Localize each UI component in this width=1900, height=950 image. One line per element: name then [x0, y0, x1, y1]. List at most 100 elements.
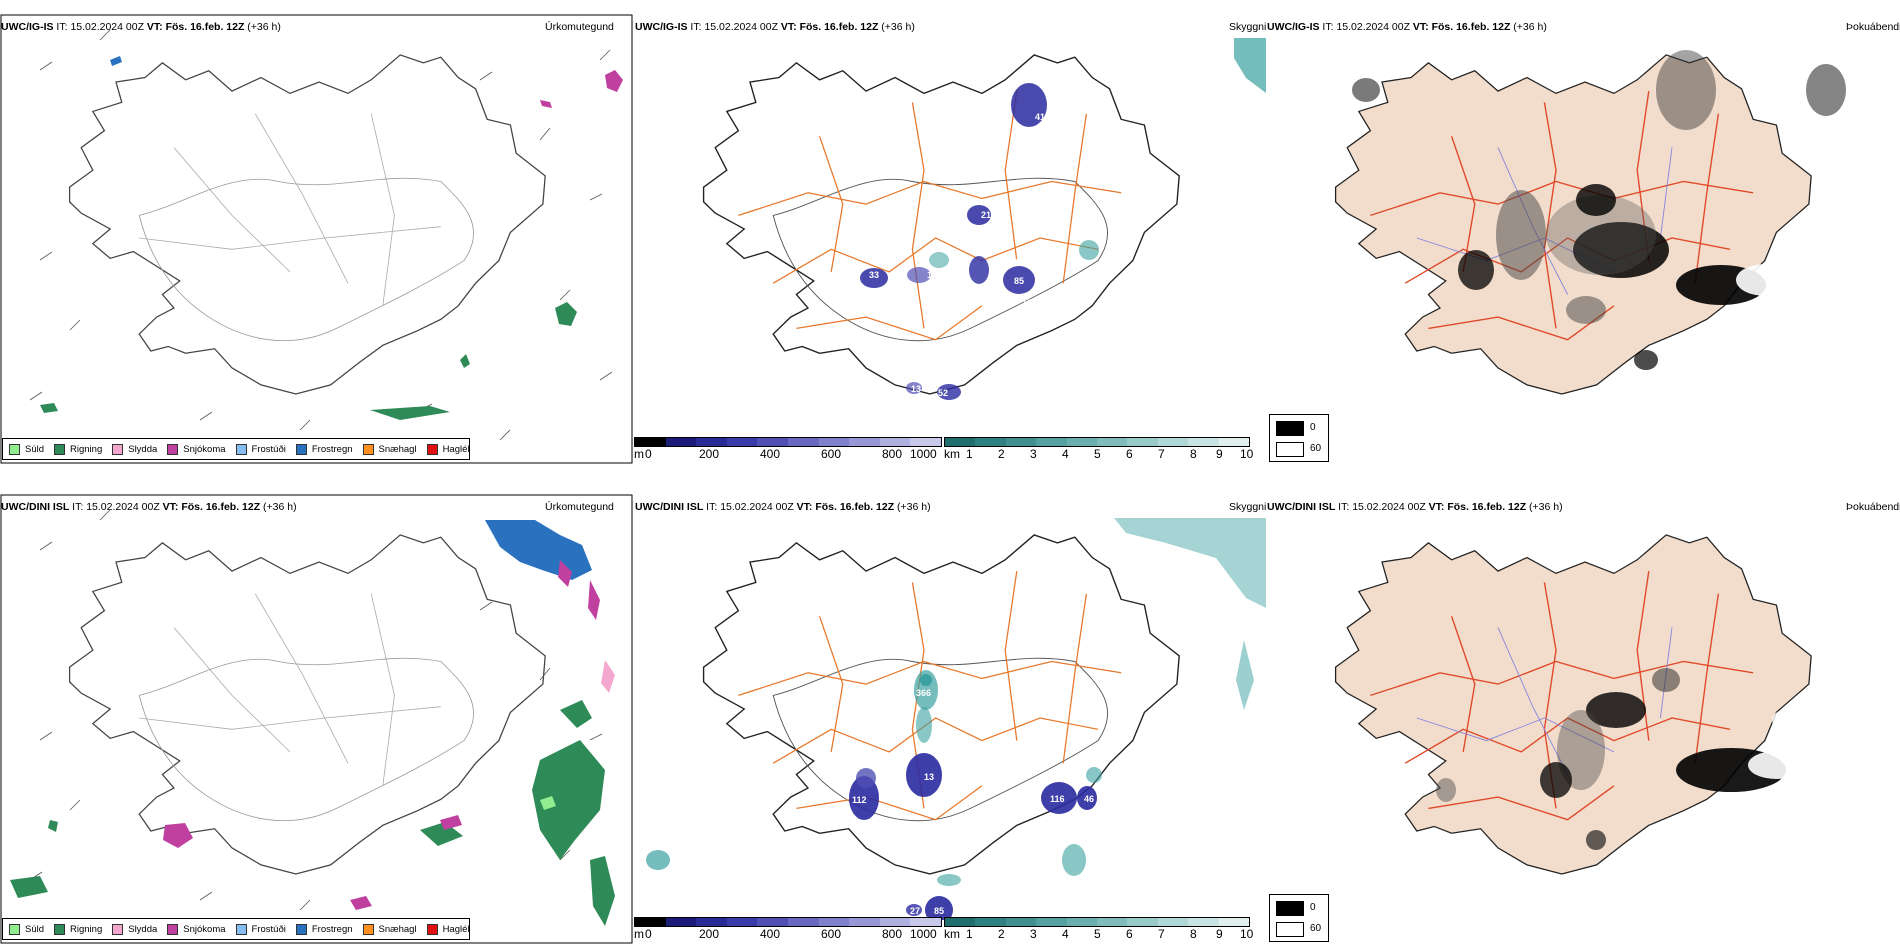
colorbar-tick: 1000 [910, 927, 937, 941]
colorbar-tick: 1 [966, 927, 973, 941]
colorbar-tick: 6 [1126, 447, 1133, 461]
legend-swatch [295, 443, 307, 455]
legend-swatch [1276, 442, 1304, 457]
precip-type-panel-bottom: UWC/DINI ISL IT: 15.02.2024 00Z VT: Fös.… [0, 480, 634, 950]
legend-item: Snjókoma [167, 923, 226, 935]
legend-label: 0 [1310, 902, 1316, 913]
legend-label: 60 [1310, 923, 1322, 934]
colorbar-tick: 600 [821, 927, 842, 941]
legend-item: Frostregn [295, 923, 353, 935]
colorbar-tick: 3 [1030, 447, 1037, 461]
legend-swatch [426, 443, 438, 455]
legend-item: Súld [9, 443, 44, 455]
colorbar-tick: 7 [1158, 927, 1165, 941]
variable-label: Þokuábendi [1846, 21, 1900, 33]
colorbar-tick: 9 [1216, 927, 1223, 941]
panel-title: UWC/IG-IS IT: 15.02.2024 00Z VT: Fös. 16… [1, 21, 281, 33]
legend-swatch [9, 443, 20, 455]
panel-title: UWC/DINI ISL IT: 15.02.2024 00Z VT: Fös.… [635, 501, 931, 513]
colorbar-tick: 800 [882, 447, 903, 461]
legend-swatch [112, 923, 124, 935]
colorbar-tick: 1 [966, 447, 973, 461]
colorbar-tick: 7 [1158, 447, 1165, 461]
legend-item: Snæhagl [362, 443, 417, 455]
vis-label: 46 [1084, 794, 1094, 804]
legend-swatch [167, 923, 179, 935]
vis-label: 33 [869, 270, 879, 280]
visibility-m-colorbar: m 0 200 400 600 800 1000 [634, 437, 942, 461]
colorbar-tick: 800 [882, 927, 903, 941]
fog-legend: 0 60 [1269, 894, 1329, 942]
legend-item: Frostregn [295, 443, 353, 455]
precip-type-legend: Súld Rigning Slydda Snjókoma Frostúði Fr… [2, 918, 470, 940]
visibility-map: 366 112 116 46 27 85 88 13 [646, 518, 1266, 920]
precip-areas [40, 56, 623, 456]
colorbar-tick: 10 [1240, 927, 1254, 941]
colorbar-tick: 4 [1062, 927, 1069, 941]
vis-label: 88 [944, 886, 954, 896]
legend-swatch [235, 443, 247, 455]
precip-areas [10, 520, 615, 926]
colorbar-tick: 1000 [910, 447, 937, 461]
legend-item: Haglél [426, 443, 470, 455]
legend-swatch [235, 923, 247, 935]
vis-label: 41 [1035, 112, 1045, 122]
vis-label: 27 [910, 906, 920, 916]
precip-type-legend: Súld Rigning Slydda Snjókoma Frostúði Fr… [2, 438, 470, 460]
colorbar-strip [944, 917, 1250, 927]
colorbar-unit: m [634, 447, 644, 461]
panel-title: UWC/DINI ISL IT: 15.02.2024 00Z VT: Fös.… [1, 501, 297, 513]
colorbar-tick: 200 [699, 927, 720, 941]
legend-swatch [362, 923, 374, 935]
legend-item: Slydda [112, 443, 157, 455]
colorbar-tick: 3 [1030, 927, 1037, 941]
variable-label: Skyggni [1229, 501, 1266, 513]
vis-label: 112 [852, 795, 867, 805]
colorbar-tick: 4 [1062, 447, 1069, 461]
colorbar-tick: 200 [699, 447, 720, 461]
legend-swatch [295, 923, 307, 935]
visibility-map: 41 130 215 110 85 13 33 102 13 52 [702, 38, 1266, 400]
legend-item: Rigning [54, 923, 102, 935]
vis-label: 215 [981, 210, 996, 220]
colorbar-tick: 2 [998, 927, 1005, 941]
legend-item: Snæhagl [362, 923, 417, 935]
vis-label: 52 [938, 388, 948, 398]
colorbar-unit: m [634, 927, 644, 941]
variable-label: Þokuábendi [1846, 501, 1900, 513]
vis-label: 85 [934, 906, 944, 916]
colorbar-tick: 8 [1190, 927, 1197, 941]
legend-swatch [1276, 901, 1304, 916]
legend-swatch [54, 443, 66, 455]
fog-areas [1436, 668, 1804, 850]
panel-title: UWC/IG-IS IT: 15.02.2024 00Z VT: Fös. 16… [1267, 21, 1547, 33]
colorbar-tick: 8 [1190, 447, 1197, 461]
vis-label: 116 [1050, 794, 1065, 804]
colorbar-tick: 5 [1094, 927, 1101, 941]
colorbar-tick: 600 [821, 447, 842, 461]
vis-label: 366 [916, 688, 931, 698]
visibility-km-colorbar: km 1 2 3 4 5 6 7 8 9 10 [944, 437, 1260, 461]
legend-item: Súld [9, 923, 44, 935]
precip-type-map [0, 494, 633, 944]
legend-swatch [362, 443, 374, 455]
variable-label: Skyggni [1229, 21, 1266, 33]
legend-item: Frostúði [235, 923, 286, 935]
vis-label: 102 [927, 270, 942, 280]
vis-label: 13 [1022, 298, 1032, 308]
vis-label: 13 [924, 772, 934, 782]
legend-item: Rigning [54, 443, 102, 455]
panel-title: UWC/DINI ISL IT: 15.02.2024 00Z VT: Fös.… [1267, 501, 1563, 513]
visibility-panel-bottom: UWC/DINI ISL IT: 15.02.2024 00Z VT: Fös.… [634, 480, 1266, 950]
colorbar-tick: 6 [1126, 927, 1133, 941]
colorbar-tick: 10 [1240, 447, 1254, 461]
vis-label: 13 [911, 384, 921, 394]
legend-item: Frostúði [235, 443, 286, 455]
legend-swatch [1276, 421, 1304, 436]
low-visibility-areas [860, 83, 1099, 400]
legend-swatch [54, 923, 66, 935]
legend-item: Slydda [112, 923, 157, 935]
legend-swatch [9, 923, 20, 935]
vis-label: 130 [1029, 132, 1044, 142]
wind-barbs [29, 509, 603, 911]
